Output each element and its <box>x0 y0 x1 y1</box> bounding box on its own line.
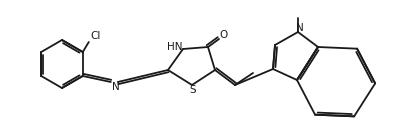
Text: S: S <box>189 85 196 95</box>
Text: Cl: Cl <box>90 31 101 41</box>
Text: O: O <box>220 30 228 40</box>
Text: N: N <box>112 82 119 92</box>
Text: HN: HN <box>167 42 182 52</box>
Text: N: N <box>295 23 303 33</box>
